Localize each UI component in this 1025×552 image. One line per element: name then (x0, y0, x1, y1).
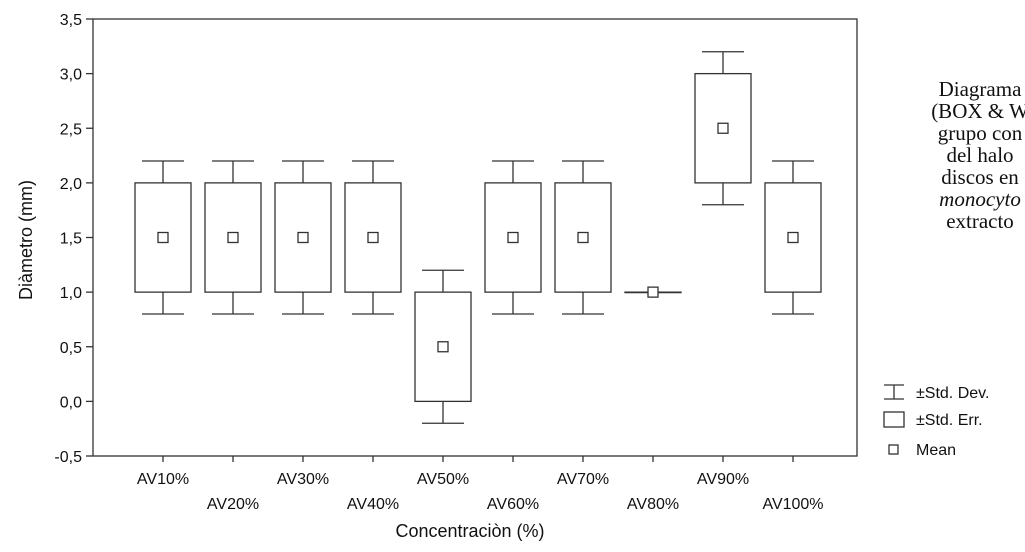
y-tick-label: 2,0 (60, 176, 82, 193)
box-plot-item (344, 160, 402, 315)
std-err-box (204, 182, 262, 293)
std-err-box (484, 182, 542, 293)
y-tick-label: 2,5 (60, 121, 82, 138)
mean-marker (157, 231, 169, 244)
x-tick-label: AV50% (417, 471, 469, 488)
caption-line: Diagrama (938, 77, 1022, 101)
box-plot-item (694, 51, 752, 206)
y-tick-label: 1,0 (60, 285, 82, 302)
mean-marker (227, 231, 239, 244)
x-axis-label: Concentraciòn (%) (395, 521, 544, 541)
box-series (134, 51, 822, 424)
box-plot-item (624, 286, 682, 298)
y-tick-label: 0,0 (60, 394, 82, 411)
mean-marker (507, 231, 519, 244)
caption-line: (BOX & W (931, 99, 1025, 123)
legend-mean-icon (888, 444, 899, 455)
mean-marker (577, 231, 589, 244)
y-tick-label: 1,5 (60, 231, 82, 248)
x-tick-label: AV100% (762, 496, 823, 513)
legend-std-dev-icon (884, 384, 904, 400)
caption-line: del halo (946, 143, 1014, 167)
box-plot-item (764, 160, 822, 315)
y-axis-label: Diàmetro (mm) (16, 180, 36, 300)
box-plot-item (204, 160, 262, 315)
box-plot-item (134, 160, 192, 315)
y-tick-label: 3,0 (60, 67, 82, 84)
legend: ±Std. Dev. ±Std. Err. Mean (883, 384, 989, 459)
std-err-box (274, 182, 332, 293)
y-tick-label: 3,5 (60, 12, 82, 29)
legend-std-err-label: ±Std. Err. (916, 412, 983, 429)
y-axis: -0,5 0,0 0,5 1,0 1,5 2,0 2,5 3,0 3,5 (54, 12, 93, 466)
x-tick-label: AV60% (487, 496, 539, 513)
box-plot-item (414, 269, 472, 424)
x-tick-label: AV30% (277, 471, 329, 488)
y-tick-label: 0,5 (60, 340, 82, 357)
x-tick-label: AV90% (697, 471, 749, 488)
x-axis: AV10% AV20% AV30% AV40% AV50% AV60% AV70% AV80%… (137, 456, 824, 513)
x-tick-label: AV80% (627, 496, 679, 513)
figure-caption: Diagrama (BOX & W grupo con del halo dis… (880, 78, 1025, 232)
mean-marker (787, 231, 799, 244)
legend-std-err-icon (883, 411, 905, 428)
mean-marker (437, 341, 449, 353)
mean-marker (717, 122, 729, 134)
x-tick-label: AV10% (137, 471, 189, 488)
mean-marker (367, 231, 379, 244)
legend-mean-label: Mean (916, 442, 956, 459)
legend-std-dev-label: ±Std. Dev. (916, 385, 989, 402)
caption-line: grupo con (937, 121, 1023, 145)
x-tick-label: AV20% (207, 496, 259, 513)
caption-line: monocyto (939, 187, 1021, 211)
caption-line: extracto (946, 209, 1014, 233)
caption-line: discos en (941, 165, 1019, 189)
mean-marker (297, 231, 309, 244)
y-tick-label: -0,5 (54, 449, 82, 466)
x-tick-label: AV70% (557, 471, 609, 488)
x-tick-label: AV40% (347, 496, 399, 513)
box-plot-item (554, 160, 612, 315)
mean-marker (647, 286, 659, 298)
box-plot-item (274, 160, 332, 315)
box-plot-item (484, 160, 542, 315)
